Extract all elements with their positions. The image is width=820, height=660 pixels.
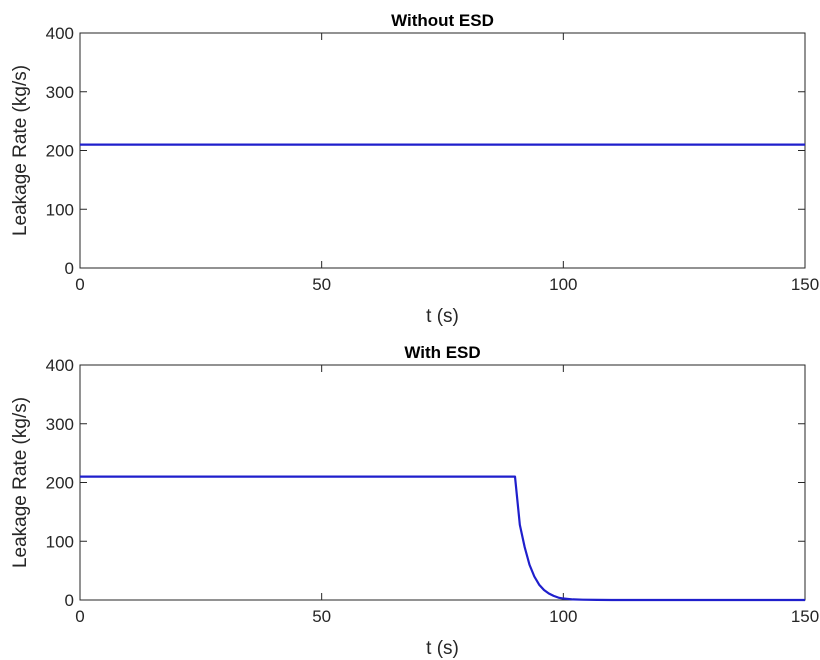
y-tick-label: 100 [46, 200, 74, 219]
chart-title: With ESD [404, 343, 480, 362]
y-tick-label: 300 [46, 415, 74, 434]
y-tick-label: 200 [46, 474, 74, 493]
plot-area [79, 32, 806, 269]
chart-title: Without ESD [391, 11, 494, 30]
y-axis-label: Leakage Rate (kg/s) [10, 397, 31, 568]
plot-area [79, 364, 806, 601]
x-tick-label: 150 [791, 607, 819, 626]
x-tick-label: 0 [75, 607, 84, 626]
y-tick-label: 0 [65, 259, 74, 278]
x-tick-label: 50 [312, 275, 331, 294]
x-tick-label: 0 [75, 275, 84, 294]
y-tick-label: 400 [46, 24, 74, 43]
x-axis-label: t (s) [426, 638, 459, 659]
x-tick-label: 100 [549, 275, 577, 294]
x-tick-label: 50 [312, 607, 331, 626]
x-tick-label: 150 [791, 275, 819, 294]
subplot-1: 0 50 100 150 0 100 200 300 400 Without ESD t (s) Le… [10, 11, 819, 327]
y-tick-label: 400 [46, 356, 74, 375]
y-tick-label: 200 [46, 142, 74, 161]
series-line [80, 475, 805, 602]
y-axis-label: Leakage Rate (kg/s) [10, 65, 31, 236]
y-tick-label: 300 [46, 83, 74, 102]
y-tick-label: 0 [65, 591, 74, 610]
y-tick-label: 100 [46, 532, 74, 551]
x-tick-label: 100 [549, 607, 577, 626]
subplot-2: 0 50 100 150 0 100 200 300 400 With ESD t (s) Leaka… [10, 343, 819, 659]
x-axis-label: t (s) [426, 306, 459, 327]
